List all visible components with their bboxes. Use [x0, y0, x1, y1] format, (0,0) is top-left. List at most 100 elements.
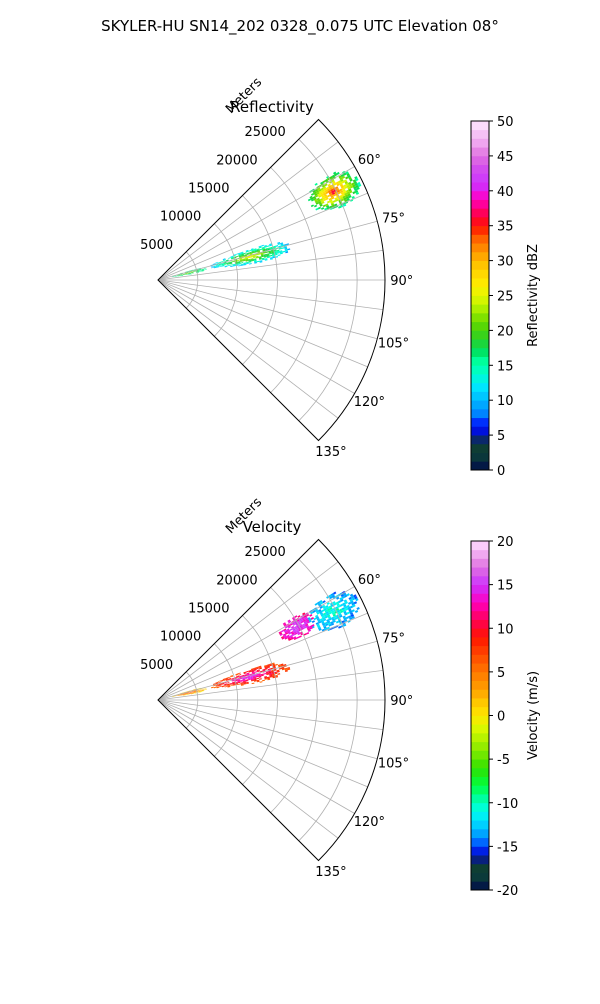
radial-tick-label: 10000	[160, 630, 201, 645]
colorbar-segment	[471, 173, 489, 183]
colorbar-segment	[471, 671, 489, 681]
echo-region-1	[278, 612, 315, 641]
colorbar-tick-label: 15	[497, 359, 514, 374]
colorbar-segment	[471, 391, 489, 401]
colorbar-tick-label: -5	[497, 753, 510, 768]
radial-tick-label: 15000	[188, 182, 229, 197]
azimuth-spoke	[157, 279, 384, 311]
panel-0: 500010000150002000025000Meters60°75°90°1…	[140, 75, 541, 479]
colorbar-label: Velocity (m/s)	[526, 671, 541, 760]
sector-frame	[157, 538, 386, 862]
colorbar-segment	[471, 767, 489, 777]
colorbar-segment	[471, 820, 489, 830]
colorbar-segment	[471, 863, 489, 873]
figure-suptitle: SKYLER-HU SN14_202 0328_0.075 UTC Elevat…	[101, 17, 499, 36]
sector-frame	[157, 118, 386, 442]
radial-tick-label: 5000	[140, 658, 173, 673]
colorbar-segment	[471, 881, 489, 891]
angle-tick-label: 105°	[378, 337, 409, 352]
colorbar-segment	[471, 567, 489, 577]
angle-tick-label: 60°	[358, 153, 381, 168]
colorbar-segment	[471, 121, 489, 131]
azimuth-spoke	[157, 279, 339, 419]
colorbar-segment	[471, 663, 489, 673]
colorbar-segment	[471, 628, 489, 638]
angle-tick-label: 60°	[358, 573, 381, 588]
colorbar-segment	[471, 602, 489, 612]
colorbar-segment	[471, 785, 489, 795]
angle-tick-label: 135°	[315, 865, 346, 880]
colorbar-segment	[471, 741, 489, 751]
colorbar-tick-label: 15	[497, 579, 514, 594]
radial-tick-label: 15000	[188, 602, 229, 617]
colorbar-segment	[471, 286, 489, 296]
colorbar-tick-label: 0	[497, 710, 505, 725]
colorbar-segment	[471, 715, 489, 725]
colorbar-segment	[471, 216, 489, 227]
colorbar-segment	[471, 619, 489, 629]
colorbar-segment	[471, 251, 489, 261]
azimuth-spoke	[157, 166, 355, 281]
radial-tick-label: 10000	[160, 210, 201, 225]
colorbar-tick-label: 20	[497, 535, 514, 550]
colorbar-segment	[471, 452, 489, 462]
radial-tick-label: 25000	[244, 545, 285, 560]
colorbar-segment	[471, 426, 489, 436]
colorbar-segment	[471, 225, 489, 235]
colorbar-tick-label: -10	[497, 797, 518, 812]
colorbar-tick-label: 30	[497, 255, 514, 270]
colorbar-segment	[471, 541, 489, 551]
azimuth-spoke	[157, 220, 378, 281]
colorbar-tick-label: 10	[497, 622, 514, 637]
colorbar-segment	[471, 645, 489, 655]
colorbar-segment	[471, 443, 489, 453]
colorbar-segment	[471, 138, 489, 148]
colorbar-tick-label: 5	[497, 429, 505, 444]
colorbar-segment	[471, 155, 489, 166]
colorbar-segment	[471, 339, 489, 349]
echo-region-0	[307, 590, 360, 632]
azimuth-spoke	[157, 279, 368, 368]
radial-tick-label: 5000	[140, 238, 173, 253]
colorbar-segment	[471, 208, 489, 218]
colorbar-segment	[471, 356, 489, 366]
colorbar-segment	[471, 732, 489, 743]
radial-tick-label: 20000	[216, 573, 257, 588]
azimuth-spoke	[157, 612, 368, 701]
azimuth-spoke	[157, 279, 378, 340]
colorbar-segment	[471, 724, 489, 734]
colorbar-segment	[471, 347, 489, 357]
colorbar-segment	[471, 269, 489, 279]
colorbar-segment	[471, 400, 489, 410]
colorbar-tick-label: 20	[497, 324, 514, 339]
azimuth-spoke	[157, 699, 355, 814]
colorbar-segment	[471, 260, 489, 270]
colorbar: 0 5 10 15 20 25 30 35 40 45 50 Reflectivity dBZ	[470, 115, 541, 479]
colorbar-segment	[471, 295, 489, 305]
angle-tick-label: 105°	[378, 757, 409, 772]
colorbar-segment	[471, 408, 489, 419]
colorbar-segment	[471, 846, 489, 856]
angle-tick-label: 75°	[382, 211, 405, 226]
colorbar-tick-label: 0	[497, 464, 505, 479]
colorbar-segment	[471, 558, 489, 568]
colorbar-segment	[471, 365, 489, 375]
colorbar-segment	[471, 855, 489, 865]
azimuth-spoke	[157, 640, 378, 701]
colorbar-segment	[471, 312, 489, 323]
colorbar-segment	[471, 593, 489, 603]
colorbar-segment	[471, 794, 489, 804]
colorbar-segment	[471, 321, 489, 331]
azimuth-spoke	[157, 699, 378, 760]
colorbar-segment	[471, 802, 489, 812]
angle-tick-label: 120°	[354, 815, 385, 830]
colorbar-segment	[471, 304, 489, 314]
azimuth-spoke	[157, 279, 355, 394]
azimuth-spoke	[157, 699, 384, 731]
colorbar-tick-label: -20	[497, 884, 518, 899]
radial-tick-label: 20000	[216, 153, 257, 168]
colorbar-tick-label: -15	[497, 840, 518, 855]
colorbar-segment	[471, 234, 489, 244]
colorbar-segment	[471, 811, 489, 821]
colorbar-label: Reflectivity dBZ	[526, 244, 541, 347]
